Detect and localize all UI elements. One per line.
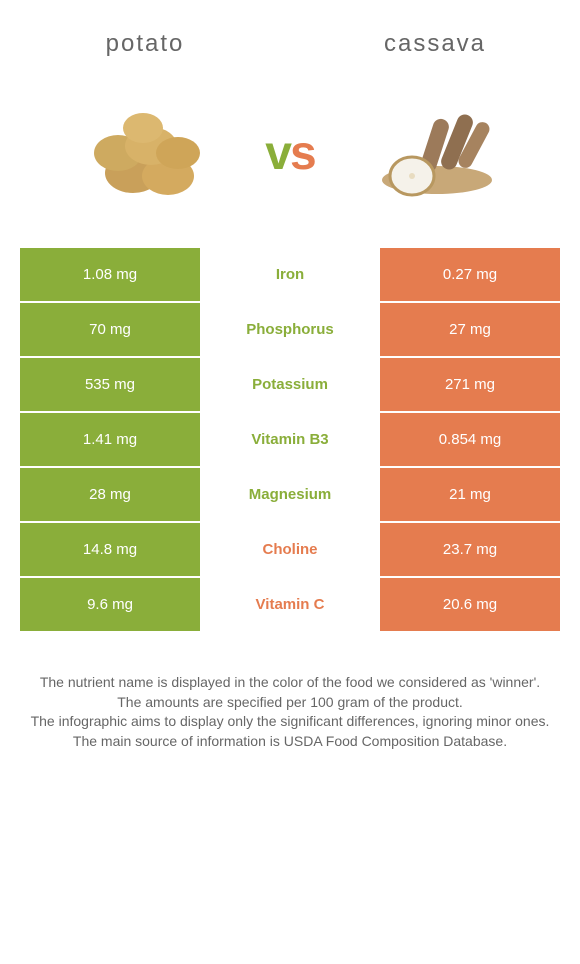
- images-row: vs: [0, 68, 580, 248]
- nutrient-label: Vitamin B3: [200, 413, 380, 466]
- left-value: 1.08 mg: [20, 248, 200, 301]
- footer: The nutrient name is displayed in the co…: [0, 633, 580, 751]
- left-value: 1.41 mg: [20, 413, 200, 466]
- vs-v: v: [265, 126, 290, 181]
- vs-label: vs: [265, 126, 314, 181]
- left-value: 70 mg: [20, 303, 200, 356]
- vs-s: s: [290, 126, 315, 181]
- footer-line-1: The nutrient name is displayed in the co…: [20, 673, 560, 693]
- right-value: 27 mg: [380, 303, 560, 356]
- footer-line-3: The infographic aims to display only the…: [20, 712, 560, 732]
- right-value: 20.6 mg: [380, 578, 560, 631]
- table-row: 14.8 mgCholine23.7 mg: [20, 523, 560, 578]
- table-row: 70 mgPhosphorus27 mg: [20, 303, 560, 358]
- nutrient-label: Iron: [200, 248, 380, 301]
- right-value: 0.27 mg: [380, 248, 560, 301]
- nutrient-label: Vitamin C: [200, 578, 380, 631]
- right-value: 0.854 mg: [380, 413, 560, 466]
- footer-line-4: The main source of information is USDA F…: [20, 732, 560, 752]
- header-right: cassava: [290, 30, 580, 58]
- nutrient-label: Phosphorus: [200, 303, 380, 356]
- left-value: 535 mg: [20, 358, 200, 411]
- table-row: 9.6 mgVitamin C20.6 mg: [20, 578, 560, 633]
- footer-line-2: The amounts are specified per 100 gram o…: [20, 693, 560, 713]
- right-value: 21 mg: [380, 468, 560, 521]
- table-row: 535 mgPotassium271 mg: [20, 358, 560, 413]
- header-left: potato: [0, 30, 290, 58]
- cassava-image: [315, 88, 550, 218]
- right-value: 23.7 mg: [380, 523, 560, 576]
- left-value: 14.8 mg: [20, 523, 200, 576]
- table-row: 1.08 mgIron0.27 mg: [20, 248, 560, 303]
- right-value: 271 mg: [380, 358, 560, 411]
- nutrient-label: Magnesium: [200, 468, 380, 521]
- table-row: 28 mgMagnesium21 mg: [20, 468, 560, 523]
- nutrient-table: 1.08 mgIron0.27 mg70 mgPhosphorus27 mg53…: [20, 248, 560, 633]
- nutrient-label: Choline: [200, 523, 380, 576]
- header-row: potato cassava: [0, 0, 580, 68]
- table-row: 1.41 mgVitamin B30.854 mg: [20, 413, 560, 468]
- left-value: 9.6 mg: [20, 578, 200, 631]
- potato-image: [30, 88, 265, 218]
- left-value: 28 mg: [20, 468, 200, 521]
- nutrient-label: Potassium: [200, 358, 380, 411]
